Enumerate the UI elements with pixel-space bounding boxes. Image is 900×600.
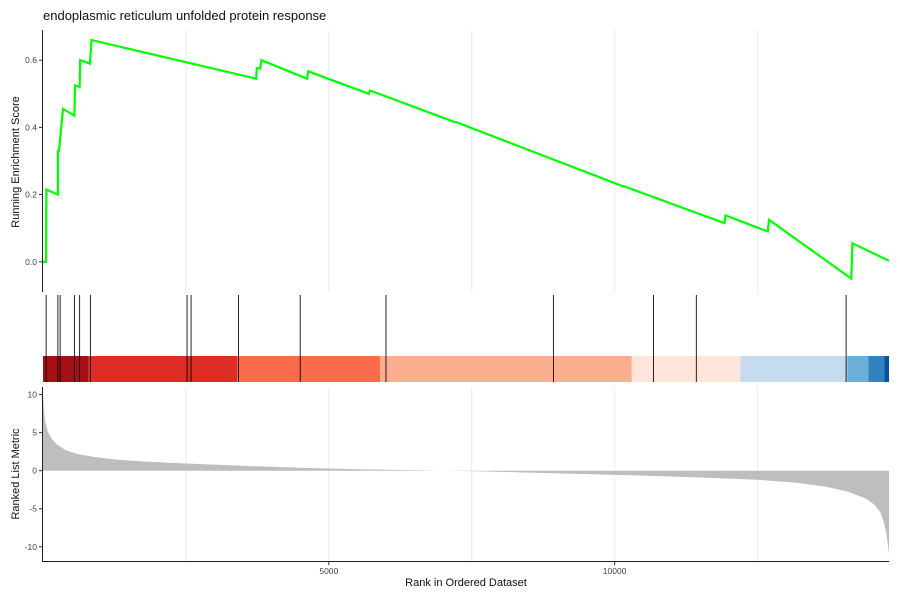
- chart-title: endoplasmic reticulum unfolded protein r…: [43, 8, 327, 23]
- axes: [42, 30, 889, 562]
- es-y-tick-label: 0.0: [25, 257, 37, 267]
- rank-color-band: [847, 356, 869, 382]
- rank-color-band: [868, 356, 885, 382]
- metric-y-tick-label: -10: [25, 542, 38, 552]
- running-score-panel: [43, 38, 890, 281]
- es-y-tick-label: 0.6: [25, 55, 37, 65]
- ranked-metric-panel: [43, 390, 889, 555]
- rank-color-band: [631, 356, 741, 382]
- metric-y-axis-label: Ranked List Metric: [10, 428, 22, 520]
- gridlines: [185, 30, 759, 562]
- rank-color-band: [380, 356, 632, 382]
- es-y-tick-label: 0.2: [25, 190, 37, 200]
- x-axis-label: Rank in Ordered Dataset: [405, 577, 527, 589]
- rank-color-bands: [43, 356, 889, 382]
- tick-labels: 0.0 0.2 0.4 0.6 10 5 0 -5 -10 5000 10000: [25, 55, 627, 576]
- metric-y-tick-label: 5: [32, 428, 37, 438]
- rank-color-band: [740, 356, 848, 382]
- metric-y-tick-label: 0: [32, 466, 37, 476]
- metric-y-tick-label: 10: [28, 390, 38, 400]
- es-y-tick-label: 0.4: [25, 122, 37, 132]
- x-tick-label: 10000: [603, 566, 627, 576]
- rank-color-band: [43, 356, 89, 382]
- x-tick-label: 5000: [319, 566, 338, 576]
- es-y-axis-label: Running Enrichment Score: [10, 96, 22, 227]
- rank-color-band: [88, 356, 238, 382]
- rank-color-band: [237, 356, 381, 382]
- metric-y-tick-label: -5: [29, 504, 37, 514]
- running-score-line: [43, 38, 890, 281]
- hit-marks: [45, 295, 847, 382]
- ranked-metric-area: [43, 390, 889, 555]
- rank-color-band: [884, 356, 889, 382]
